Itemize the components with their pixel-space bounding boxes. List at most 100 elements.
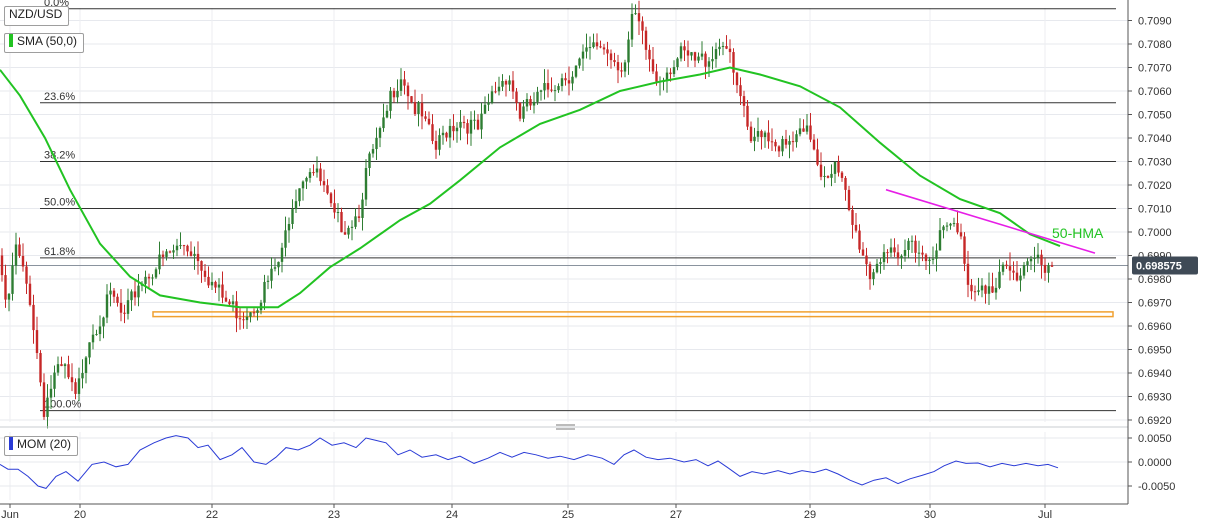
candle-body: [130, 291, 133, 301]
symbol-label[interactable]: NZD/USD: [4, 6, 70, 26]
candle-body: [560, 78, 564, 87]
candle-body: [588, 47, 592, 49]
candle-body: [886, 252, 889, 254]
candle-body: [1033, 257, 1036, 259]
candle-body: [11, 265, 14, 294]
candle-body: [651, 59, 655, 72]
candle-body: [788, 141, 791, 145]
candle-body: [88, 342, 91, 358]
candle-body: [683, 46, 686, 51]
momentum-label[interactable]: MOM (20): [4, 436, 78, 456]
candle-body: [109, 290, 112, 295]
candle-body: [973, 291, 977, 293]
candle-body: [812, 139, 816, 150]
candle-body: [18, 244, 21, 256]
candle-body: [742, 96, 746, 106]
candle-body: [606, 49, 609, 54]
candle-body: [368, 153, 371, 168]
candle-body: [578, 58, 581, 66]
candle-body: [242, 319, 245, 321]
candle-body: [284, 230, 287, 248]
candle-body: [294, 201, 298, 210]
candle-body: [14, 244, 18, 266]
sma-label[interactable]: SMA (50,0): [4, 33, 85, 53]
candle-body: [438, 135, 441, 150]
candle-body: [532, 101, 536, 106]
candle-body: [613, 60, 616, 63]
candle-body: [263, 281, 266, 303]
candle-body: [399, 79, 403, 91]
candle-body: [396, 90, 399, 98]
candle-body: [847, 189, 851, 210]
candle-body: [749, 126, 753, 142]
candle-body: [1050, 265, 1054, 267]
candle-body: [70, 377, 74, 383]
y-tick-label: 0.6980: [1138, 274, 1172, 286]
candle-body: [126, 300, 130, 314]
y-tick-label: 0.7000: [1138, 227, 1172, 239]
candle-body: [805, 125, 809, 132]
candle-body: [497, 86, 501, 92]
candle-body: [1047, 265, 1050, 273]
candle-body: [977, 290, 980, 292]
candle-body: [343, 232, 347, 235]
y-tick-label: 0.6930: [1138, 392, 1172, 404]
candle-body: [203, 270, 207, 277]
candle-body: [903, 249, 907, 256]
candle-body: [168, 251, 172, 253]
candle-body: [802, 128, 805, 132]
x-tick-label: 27: [670, 509, 682, 521]
candle-body: [32, 304, 35, 331]
candle-body: [504, 81, 508, 85]
candle-body: [46, 397, 49, 417]
candle-body: [364, 167, 368, 200]
candle-body: [557, 86, 560, 91]
candle-body: [784, 139, 788, 145]
fib-level-label: 0.0%: [44, 0, 69, 9]
main-panel-bg: [0, 8, 1128, 422]
candle-body: [4, 275, 7, 300]
candle-body: [602, 47, 606, 50]
candle-body: [816, 149, 819, 165]
candle-body: [319, 168, 322, 182]
candle-body: [378, 128, 382, 138]
candle-body: [697, 56, 700, 61]
candle-body: [105, 294, 109, 318]
candle-body: [151, 277, 154, 279]
candle-body: [476, 119, 480, 130]
candle-body: [340, 212, 343, 233]
hma-annotation: 50-HMA: [1052, 225, 1104, 241]
sma-50-line: [0, 66, 1061, 309]
candle-body: [714, 49, 718, 60]
candle-body: [116, 296, 119, 303]
candle-body: [161, 254, 165, 257]
candle-body: [581, 51, 585, 59]
candle-body: [522, 106, 525, 119]
candle-body: [333, 203, 336, 213]
candle-body: [763, 132, 767, 138]
candle-body: [1008, 266, 1012, 271]
candle-body: [546, 83, 550, 90]
candle-body: [998, 271, 1001, 288]
candle-body: [571, 76, 574, 84]
candle-body: [760, 131, 763, 138]
candle-body: [224, 297, 228, 302]
candle-body: [872, 272, 875, 280]
y-tick-label: 0.7020: [1138, 180, 1172, 192]
candle-body: [861, 249, 865, 256]
y-tick-label: 0.6920: [1138, 415, 1172, 427]
candle-body: [200, 261, 203, 271]
candle-body: [949, 223, 952, 226]
momentum-line: [0, 435, 1059, 489]
candle-body: [67, 364, 70, 378]
candle-body: [525, 99, 529, 107]
y-tick-label: 0.7010: [1138, 204, 1172, 216]
candle-body: [798, 128, 802, 135]
candle-body: [228, 301, 231, 305]
candle-body: [249, 312, 252, 317]
x-tick-label: 20: [74, 509, 86, 521]
candle-body: [956, 223, 959, 233]
candle-body: [231, 301, 235, 305]
candle-body: [564, 78, 567, 81]
